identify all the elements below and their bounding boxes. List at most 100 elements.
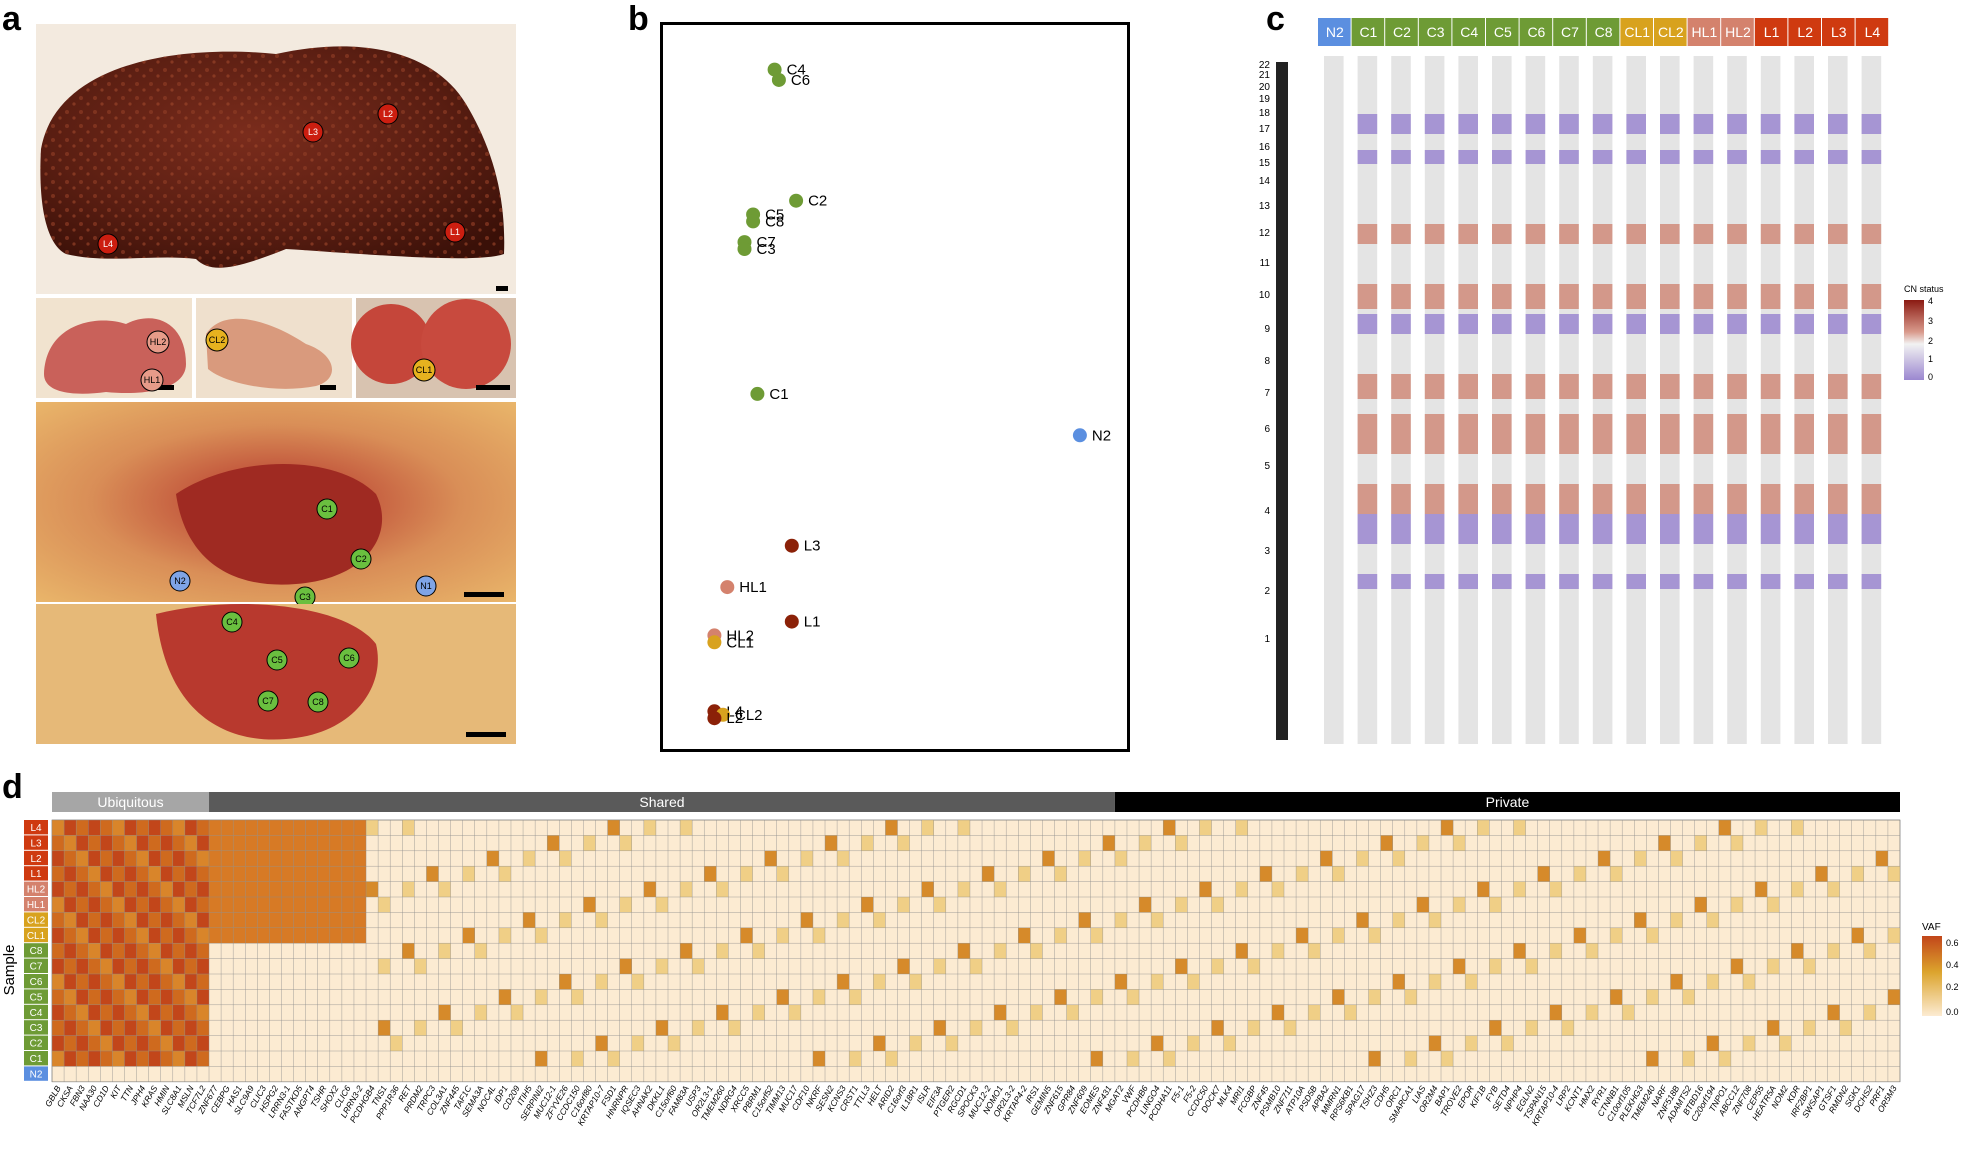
heatmap-cell xyxy=(124,943,137,959)
sample-header-label: CL1 xyxy=(1624,24,1650,40)
scale-bar xyxy=(496,286,508,291)
cn-segment xyxy=(1861,484,1882,514)
heatmap-cell xyxy=(209,866,222,882)
svg-text:L1: L1 xyxy=(450,227,460,237)
marker-L3: L3 xyxy=(302,121,324,143)
heatmap-cell xyxy=(1163,820,1176,836)
cn-segment xyxy=(1592,484,1613,514)
heatmap-cell xyxy=(583,835,596,851)
heatmap-cell xyxy=(257,835,270,851)
heatmap-cell xyxy=(655,1020,668,1036)
cn-segment xyxy=(1391,574,1411,589)
heatmap-cell xyxy=(1610,866,1623,882)
heatmap-cell xyxy=(317,850,330,867)
point-label-C4: C4 xyxy=(787,62,806,79)
heatmap-cell xyxy=(1742,974,1756,990)
marker-C2: C2 xyxy=(350,548,372,570)
row-label: C2 xyxy=(30,1039,43,1050)
heatmap-cell xyxy=(160,835,173,851)
panel-c-copy-number: N2 C1 C2 C3 C4 C5 C6 C7 C8 CL1 CL2 HL1 HL2 L1 L2 L3 L4 1… xyxy=(1259,18,1944,744)
cn-segment xyxy=(1727,514,1747,544)
heatmap-cell xyxy=(148,1051,161,1067)
row-label: C1 xyxy=(30,1054,43,1065)
cn-segment xyxy=(1861,514,1882,544)
heatmap-cell xyxy=(269,866,282,882)
heatmap-cell xyxy=(728,1020,741,1036)
heatmap-cell xyxy=(100,958,113,974)
cn-segment xyxy=(1357,574,1378,589)
heatmap-cell xyxy=(172,1020,185,1036)
heatmap-cell xyxy=(100,897,113,913)
heatmap-cell xyxy=(148,958,161,974)
heatmap-cell xyxy=(100,1020,113,1036)
cn-segment xyxy=(1828,414,1848,454)
heatmap-cell xyxy=(595,912,608,928)
heatmap-cell xyxy=(88,1020,101,1036)
heatmap-cell xyxy=(1259,866,1272,882)
cn-segment xyxy=(1592,284,1613,309)
cn-segment xyxy=(1492,374,1512,399)
heatmap-cell xyxy=(160,927,173,944)
heatmap-cell xyxy=(353,835,367,851)
heatmap-cell xyxy=(76,835,89,851)
cn-segment xyxy=(1794,114,1814,134)
heatmap-cell xyxy=(1356,912,1369,928)
heatmap-cell xyxy=(353,850,367,867)
heatmap-cell xyxy=(317,897,330,913)
marker-HL1: HL1 xyxy=(140,368,164,392)
heatmap-cell xyxy=(64,897,77,913)
heatmap-cell xyxy=(184,927,197,944)
heatmap-cell xyxy=(837,850,850,867)
sample-header-C3 xyxy=(1418,18,1452,46)
heatmap-cell xyxy=(885,820,898,836)
cn-segment xyxy=(1592,514,1613,544)
heatmap-cell xyxy=(196,881,210,897)
cn-segment xyxy=(1626,414,1646,454)
row-label-bg xyxy=(24,927,48,943)
marker-C3: C3 xyxy=(294,586,316,604)
heatmap-cell xyxy=(837,912,850,928)
heatmap-cell xyxy=(1670,974,1683,990)
heatmap-cell xyxy=(812,927,826,944)
svg-text:C4: C4 xyxy=(226,617,238,627)
row-label-bg xyxy=(24,943,48,958)
heatmap-cell xyxy=(655,958,668,974)
cn-segment xyxy=(1525,224,1546,244)
heatmap-cell xyxy=(1767,958,1780,974)
point-label-L4: L4 xyxy=(726,703,743,720)
svg-text:L2: L2 xyxy=(383,109,393,119)
cn-segment xyxy=(1357,150,1378,164)
row-label-bg xyxy=(24,989,48,1004)
heatmap-cell xyxy=(426,866,439,882)
point-label-CL2: CL2 xyxy=(735,707,763,724)
heatmap-cell xyxy=(88,881,101,897)
heatmap-cell xyxy=(196,943,210,959)
sample-header-label: N2 xyxy=(1326,24,1344,40)
heatmap-cell xyxy=(1779,1035,1792,1051)
heatmap-cell xyxy=(88,897,101,913)
heatmap-cell xyxy=(1211,1020,1224,1036)
heatmap-cell xyxy=(76,866,89,882)
heatmap-cell xyxy=(1730,958,1743,974)
point-label-C6: C6 xyxy=(791,72,810,89)
row-label: HL1 xyxy=(27,900,46,911)
cn-segment xyxy=(1693,514,1714,544)
cn-segment xyxy=(1727,114,1747,134)
heatmap-cell xyxy=(969,1020,983,1036)
heatmap-cell xyxy=(209,820,222,836)
heatmap-cell xyxy=(148,1020,161,1036)
cn-segment xyxy=(1559,414,1579,454)
heatmap-cell xyxy=(1767,897,1780,913)
heatmap-cell xyxy=(148,1035,161,1051)
heatmap-cell xyxy=(233,912,246,928)
heatmap-cell xyxy=(716,1004,729,1021)
chromosome-label: 13 xyxy=(1259,201,1271,212)
heatmap-cell xyxy=(486,850,499,867)
heatmap-cell xyxy=(1368,1051,1381,1067)
heatmap-cell xyxy=(1525,958,1538,974)
sample-header-HL1 xyxy=(1687,18,1721,46)
heatmap-cell xyxy=(305,897,318,913)
row-label-bg xyxy=(24,1066,48,1081)
heatmap-cell xyxy=(160,958,173,974)
